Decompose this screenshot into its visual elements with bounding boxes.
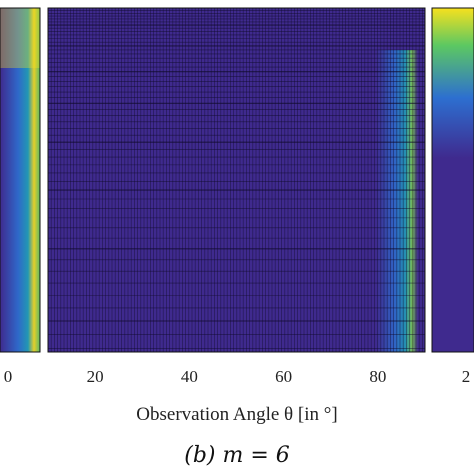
figure-caption: (b) m = 6 xyxy=(184,443,290,468)
x-tick-60: 60 xyxy=(275,367,292,386)
grid-lines xyxy=(47,7,425,352)
right-panel xyxy=(431,7,474,353)
right-panel-tick: 2 xyxy=(462,367,471,386)
x-tick-labels: 20 40 60 80 xyxy=(87,367,387,386)
left-panel-tick: 0 xyxy=(4,367,13,386)
x-axis-label: Observation Angle θ [in °] xyxy=(136,404,337,425)
main-panel xyxy=(47,7,426,353)
x-tick-40: 40 xyxy=(181,367,198,386)
left-panel-band xyxy=(0,8,40,352)
x-tick-20: 20 xyxy=(87,367,104,386)
left-panel xyxy=(0,7,41,353)
x-tick-80: 80 xyxy=(369,367,386,386)
